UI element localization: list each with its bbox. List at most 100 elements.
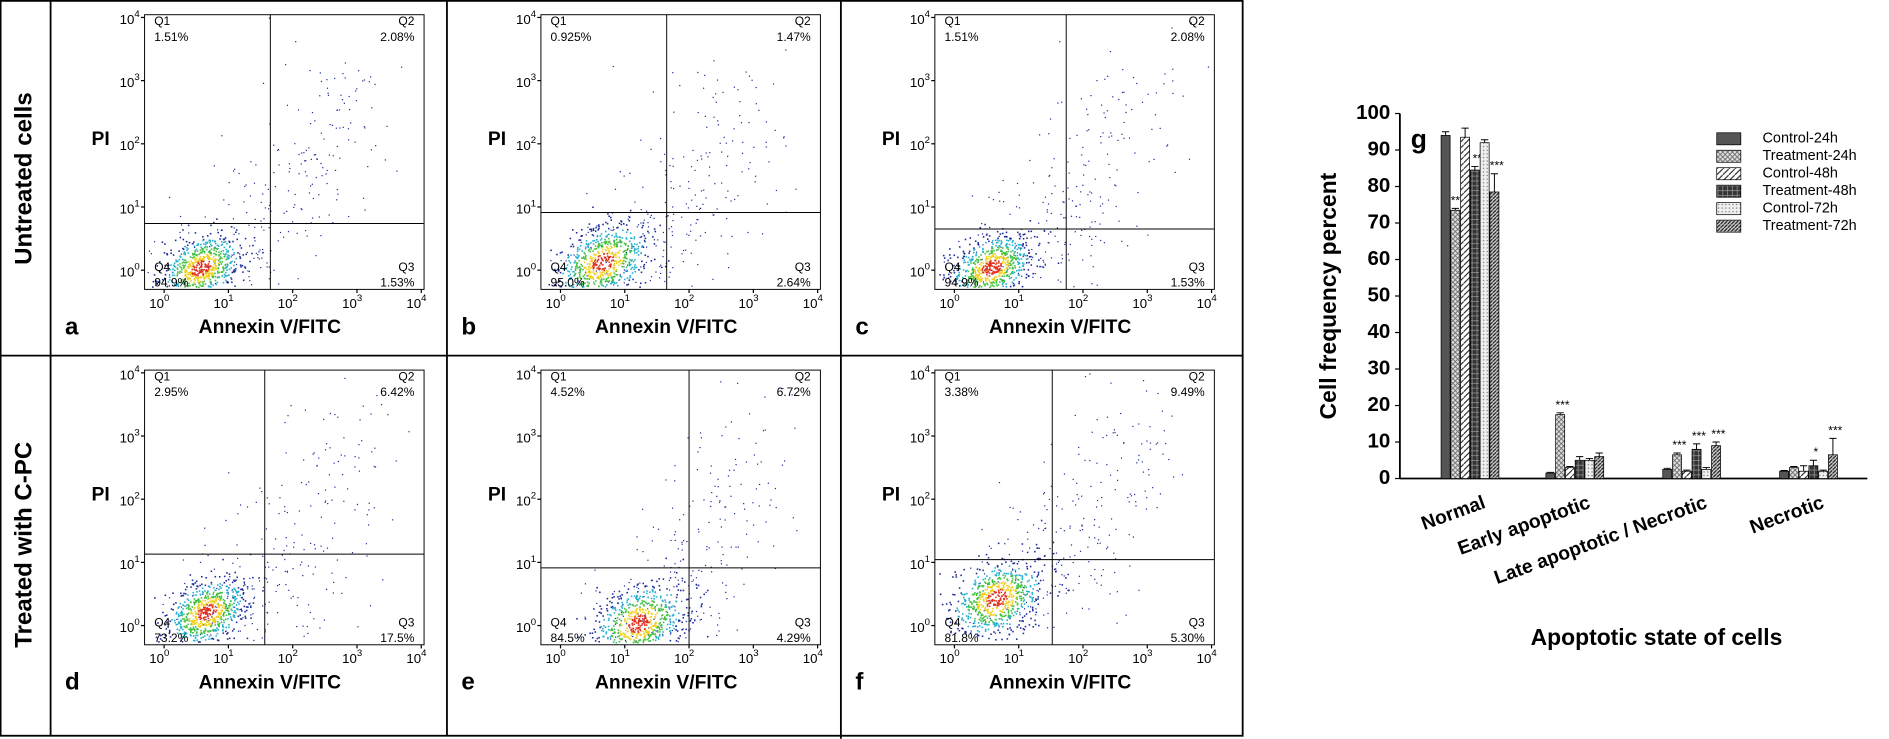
event-dot: [1094, 221, 1096, 223]
event-dot: [221, 625, 224, 628]
event-dot: [659, 265, 661, 268]
event-dot: [226, 280, 228, 283]
event-dot: [288, 163, 290, 165]
event-dot: [296, 604, 298, 607]
event-dot: [599, 268, 601, 270]
event-dot: [148, 250, 151, 252]
event-dot: [987, 250, 990, 252]
event-dot: [991, 284, 994, 287]
event-dot: [206, 255, 208, 258]
event-dot: [233, 596, 236, 599]
event-dot: [297, 109, 300, 111]
event-dot: [363, 79, 366, 81]
event-dot: [217, 621, 219, 623]
event-dot: [1062, 201, 1064, 203]
event-dot: [1018, 595, 1021, 598]
tick-base: 10: [120, 201, 135, 216]
event-dot: [994, 266, 997, 269]
event-dot: [233, 269, 236, 271]
event-dot: [193, 621, 196, 624]
quadrant-percent: 4.52%: [551, 385, 585, 399]
event-dot: [669, 639, 672, 642]
quadrant-name: Q1: [944, 14, 960, 28]
event-dot: [197, 281, 199, 283]
event-dot: [198, 606, 200, 608]
event-dot: [1036, 589, 1038, 592]
event-dot: [221, 275, 223, 277]
event-dot: [209, 245, 211, 248]
event-dot: [631, 259, 633, 261]
event-dot: [182, 280, 185, 283]
event-dot: [682, 249, 685, 252]
event-dot: [156, 283, 159, 285]
event-dot: [306, 235, 308, 237]
event-dot: [980, 254, 982, 256]
event-dot: [268, 208, 270, 210]
event-dot: [644, 615, 647, 618]
event-dot: [981, 233, 984, 235]
event-dot: [721, 435, 723, 437]
event-dot: [194, 261, 196, 264]
event-dot: [219, 617, 221, 619]
y-tick-label: 102: [120, 135, 140, 153]
event-dot: [242, 589, 244, 591]
event-dot: [721, 182, 723, 184]
event-dot: [612, 65, 614, 68]
event-dot: [753, 146, 755, 148]
quadrant-percent: 1.53%: [1171, 276, 1205, 290]
event-dot: [949, 275, 952, 278]
event-dot: [213, 221, 215, 224]
event-dot: [999, 256, 1001, 258]
event-dot: [259, 249, 261, 251]
event-dot: [662, 631, 664, 633]
event-dot: [214, 246, 216, 249]
event-dot: [635, 248, 637, 251]
event-dot: [237, 590, 240, 593]
event-dot: [593, 272, 595, 275]
event-dot: [594, 257, 596, 259]
event-dot: [980, 270, 983, 272]
event-dot: [260, 266, 262, 269]
event-dot: [1007, 250, 1010, 253]
event-dot: [210, 604, 212, 607]
event-dot: [623, 266, 625, 268]
event-dot: [1015, 588, 1017, 590]
event-dot: [216, 244, 219, 247]
event-dot: [200, 271, 203, 274]
event-dot: [194, 257, 197, 259]
event-dot: [243, 585, 245, 587]
event-dot: [580, 592, 582, 594]
event-dot: [168, 279, 171, 281]
event-dot: [623, 607, 626, 610]
event-dot: [199, 256, 202, 258]
event-dot: [996, 279, 998, 281]
event-dot: [673, 213, 675, 215]
tick-exponent: 1: [134, 198, 139, 209]
event-dot: [1003, 235, 1006, 238]
event-dot: [606, 260, 609, 262]
tick-base: 10: [674, 651, 689, 666]
event-dot: [300, 208, 302, 210]
event-dot: [1072, 589, 1074, 591]
event-dot: [1123, 137, 1125, 139]
event-dot: [587, 284, 589, 287]
event-dot: [1016, 254, 1019, 257]
event-dot: [190, 620, 193, 622]
event-dot: [1028, 275, 1030, 277]
event-dot: [233, 233, 235, 236]
event-dot: [600, 277, 603, 280]
event-dot: [205, 609, 207, 611]
event-dot: [669, 618, 671, 621]
event-dot: [342, 72, 344, 75]
event-dot: [717, 120, 719, 122]
event-dot: [348, 108, 351, 111]
event-dot: [621, 613, 623, 616]
quadrant-percent: 2.08%: [380, 30, 414, 44]
event-dot: [1087, 546, 1089, 548]
event-dot: [704, 115, 707, 117]
event-dot: [179, 632, 182, 635]
event-dot: [768, 161, 770, 163]
event-dot: [200, 266, 203, 268]
event-dot: [624, 619, 627, 621]
event-dot: [1012, 249, 1014, 252]
